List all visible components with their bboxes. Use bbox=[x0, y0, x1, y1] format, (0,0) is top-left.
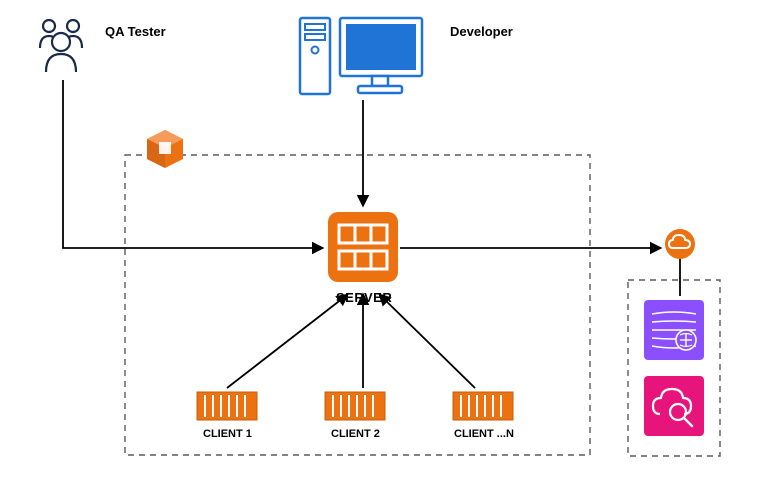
client1-label: CLIENT 1 bbox=[203, 428, 252, 440]
purple-tile-icon bbox=[644, 300, 704, 360]
edge-qa-to-server bbox=[63, 80, 322, 248]
edge-client1-to-server bbox=[227, 295, 347, 388]
server-label: SERVER bbox=[336, 290, 392, 305]
container-icon-1 bbox=[197, 392, 257, 420]
aws-cube-icon bbox=[147, 130, 183, 168]
developer-label: Developer bbox=[450, 24, 513, 39]
clientN-label: CLIENT ...N bbox=[454, 428, 514, 440]
people-icon bbox=[40, 20, 82, 72]
cloud-circle-icon bbox=[665, 229, 695, 259]
pink-tile-icon bbox=[644, 376, 704, 436]
edge-clientN-to-server bbox=[380, 295, 475, 388]
container-icon-n bbox=[453, 392, 513, 420]
desktop-icon bbox=[300, 18, 422, 94]
qa-tester-label: QA Tester bbox=[105, 24, 166, 39]
container-icon-2 bbox=[325, 392, 385, 420]
client2-label: CLIENT 2 bbox=[331, 428, 380, 440]
server-icon bbox=[328, 212, 398, 282]
